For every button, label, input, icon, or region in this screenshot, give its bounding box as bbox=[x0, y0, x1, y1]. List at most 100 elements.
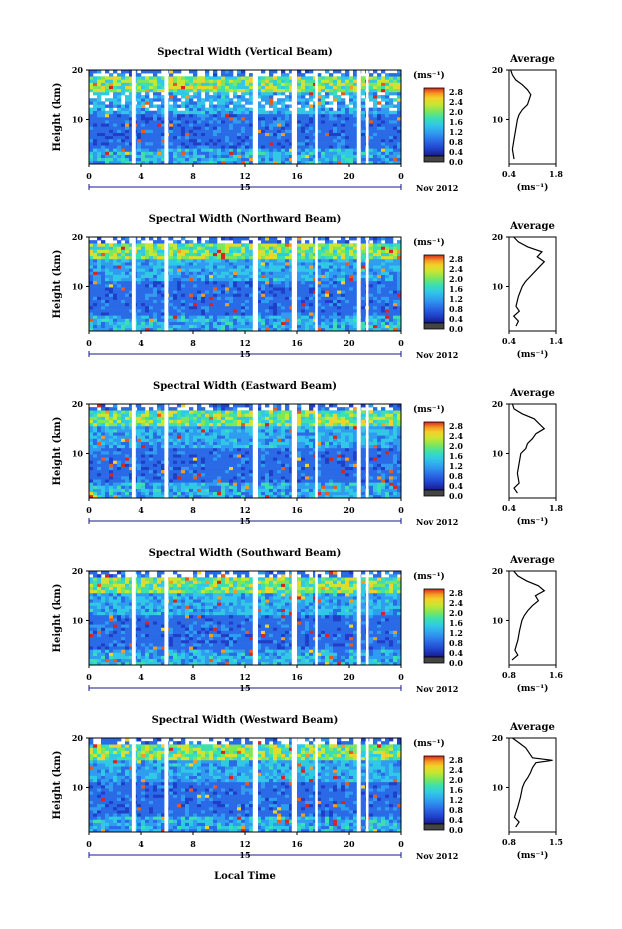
colorbar-tick-label: 1.2 bbox=[449, 628, 463, 638]
data-gap bbox=[164, 404, 169, 498]
x-tick-label: 12 bbox=[239, 672, 250, 682]
average-y-tick-label: 20 bbox=[492, 399, 504, 409]
average-x-tick-label: 0.4 bbox=[502, 336, 516, 346]
average-line bbox=[511, 570, 546, 661]
data-gap bbox=[356, 404, 361, 498]
x-tick-label: 4 bbox=[138, 672, 144, 682]
data-gap bbox=[356, 571, 361, 665]
x-tick-label: 16 bbox=[291, 672, 303, 682]
average-y-tick-label: 10 bbox=[492, 615, 504, 625]
x-tick-label: 12 bbox=[239, 839, 250, 849]
x-tick-label: 8 bbox=[190, 505, 196, 515]
colorbar-tick-label: 2.0 bbox=[449, 441, 463, 451]
average-y-tick-label: 20 bbox=[492, 733, 504, 743]
average-unit: (ms⁻¹) bbox=[517, 683, 549, 694]
average-x-tick-label: 1.8 bbox=[549, 169, 563, 179]
average-frame bbox=[508, 737, 557, 833]
average-y-tick-label: 10 bbox=[492, 281, 504, 291]
y-axis-label: Height (km) bbox=[52, 584, 63, 653]
date-label: Nov 2012 bbox=[416, 183, 458, 193]
x-tick-label: 8 bbox=[190, 171, 196, 181]
average-y-tick-label: 10 bbox=[492, 782, 504, 792]
data-gap bbox=[131, 571, 136, 665]
panel-1: Spectral Width (Vertical Beam) 10 20 Height… bbox=[52, 47, 563, 193]
y-tick-label: 10 bbox=[72, 281, 84, 291]
data-gap bbox=[365, 738, 369, 832]
data-gap bbox=[365, 404, 369, 498]
colorbar-tick-label: 2.4 bbox=[449, 97, 463, 107]
x-tick-label: 12 bbox=[239, 171, 250, 181]
x-axis-title: Local Time bbox=[214, 871, 276, 882]
average-x-tick-label: 0.4 bbox=[502, 169, 516, 179]
average-frame bbox=[508, 69, 557, 165]
average-line bbox=[511, 403, 546, 494]
average-y-tick-label: 10 bbox=[492, 114, 504, 124]
colorbar-tick-label: 0.0 bbox=[449, 491, 463, 501]
average-x-tick-label: 0.8 bbox=[502, 837, 516, 847]
data-gap bbox=[131, 70, 136, 164]
x-tick-label: 16 bbox=[291, 505, 303, 515]
colorbar-tick-label: 2.0 bbox=[449, 274, 463, 284]
colorbar-tick-label: 1.2 bbox=[449, 294, 463, 304]
colorbar-tick-label: 2.4 bbox=[449, 765, 463, 775]
data-gap bbox=[164, 738, 169, 832]
colorbar-tick-label: 2.8 bbox=[449, 588, 463, 598]
panel-3: Spectral Width (Eastward Beam) 10 20 Height… bbox=[52, 381, 563, 527]
x-tick-label: 0 bbox=[398, 672, 404, 682]
average-x-tick-label: 1.5 bbox=[549, 837, 563, 847]
heatmap-cells bbox=[89, 70, 402, 165]
data-gap bbox=[315, 237, 318, 331]
colorbar-tick-label: 2.0 bbox=[449, 608, 463, 618]
colorbar bbox=[423, 254, 445, 324]
colorbar-tick-label: 0.0 bbox=[449, 324, 463, 334]
data-gap bbox=[365, 70, 369, 164]
colorbar-tick-label: 2.8 bbox=[449, 87, 463, 97]
x-tick-label: 12 bbox=[239, 505, 250, 515]
y-tick-label: 20 bbox=[72, 65, 84, 75]
colorbar bbox=[423, 421, 445, 491]
colorbar-unit: (ms⁻¹) bbox=[413, 70, 445, 81]
average-title: Average bbox=[509, 388, 555, 399]
x-tick-label: 0 bbox=[398, 338, 404, 348]
average-y-tick-label: 20 bbox=[492, 566, 504, 576]
average-title: Average bbox=[509, 722, 555, 733]
x-tick-label: 0 bbox=[86, 839, 92, 849]
x-tick-label: 4 bbox=[138, 338, 144, 348]
colorbar-tick-label: 1.2 bbox=[449, 461, 463, 471]
average-y-tick-label: 20 bbox=[492, 232, 504, 242]
average-frame bbox=[508, 236, 557, 332]
heatmap-cells bbox=[89, 404, 402, 499]
colorbar-tick-label: 1.2 bbox=[449, 127, 463, 137]
colorbar-tick-label: 2.4 bbox=[449, 264, 463, 274]
x-tick-label: 8 bbox=[190, 672, 196, 682]
data-gap bbox=[291, 70, 297, 164]
colorbar-tick-label: 0.4 bbox=[449, 147, 463, 157]
panel-title: Spectral Width (Vertical Beam) bbox=[157, 47, 333, 58]
x-tick-label: 0 bbox=[86, 338, 92, 348]
average-unit: (ms⁻¹) bbox=[517, 182, 549, 193]
colorbar-unit: (ms⁻¹) bbox=[413, 571, 445, 582]
colorbar-tick-label: 2.0 bbox=[449, 775, 463, 785]
colorbar-tick-label: 2.8 bbox=[449, 421, 463, 431]
average-profile: Average 10 20 0.4 1.4(ms⁻¹) bbox=[492, 221, 564, 360]
average-x-tick-label: 0.4 bbox=[502, 503, 516, 513]
x-tick-label: 4 bbox=[138, 839, 144, 849]
date-label: Nov 2012 bbox=[416, 517, 458, 527]
colorbar-tick-label: 2.4 bbox=[449, 431, 463, 441]
data-gap bbox=[131, 237, 136, 331]
y-tick-label: 20 bbox=[72, 232, 84, 242]
data-gap bbox=[365, 571, 369, 665]
average-y-tick-label: 10 bbox=[492, 448, 504, 458]
average-line bbox=[510, 69, 532, 160]
average-title: Average bbox=[509, 221, 555, 232]
x-tick-label: 4 bbox=[138, 171, 144, 181]
colorbar-tick-label: 0.4 bbox=[449, 815, 463, 825]
panel-5: Spectral Width (Westward Beam) 10 20 Height… bbox=[52, 715, 563, 861]
colorbar-nodata bbox=[423, 322, 445, 330]
average-line bbox=[512, 737, 553, 828]
colorbar-tick-label: 0.8 bbox=[449, 638, 463, 648]
average-profile: Average 10 20 0.8 1.6(ms⁻¹) bbox=[492, 555, 564, 694]
x-tick-label: 0 bbox=[86, 672, 92, 682]
colorbar-tick-label: 0.8 bbox=[449, 471, 463, 481]
day-label: 15 bbox=[239, 516, 250, 526]
